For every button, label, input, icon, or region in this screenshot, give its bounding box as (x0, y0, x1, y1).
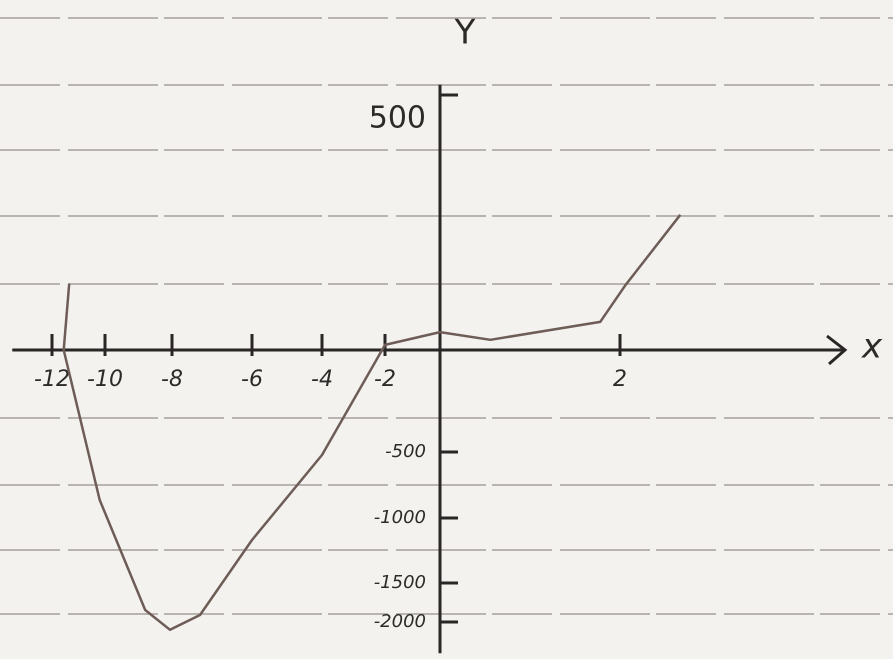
y-tick-label: 500 (369, 101, 426, 136)
y-tick-label: -1000 (374, 507, 426, 528)
y-tick-label: -1500 (374, 572, 426, 593)
x-tick-label: -6 (241, 367, 263, 392)
x-tick-label: -10 (87, 367, 123, 392)
paper (0, 0, 893, 659)
x-tick-label: -12 (34, 367, 70, 392)
x-axis-label: x (861, 327, 883, 367)
x-tick-label: -2 (374, 367, 396, 392)
x-tick-label: 2 (613, 367, 627, 392)
x-tick-label: -8 (161, 367, 183, 392)
y-tick-label: -2000 (374, 611, 426, 632)
chart: Y x -12 -10 -8 -6 -4 -2 2 500 -500 -1000 -1500 -200… (0, 0, 893, 659)
y-tick-label: -500 (385, 441, 426, 462)
y-axis-label: Y (454, 13, 476, 53)
x-tick-label: -4 (311, 367, 333, 392)
